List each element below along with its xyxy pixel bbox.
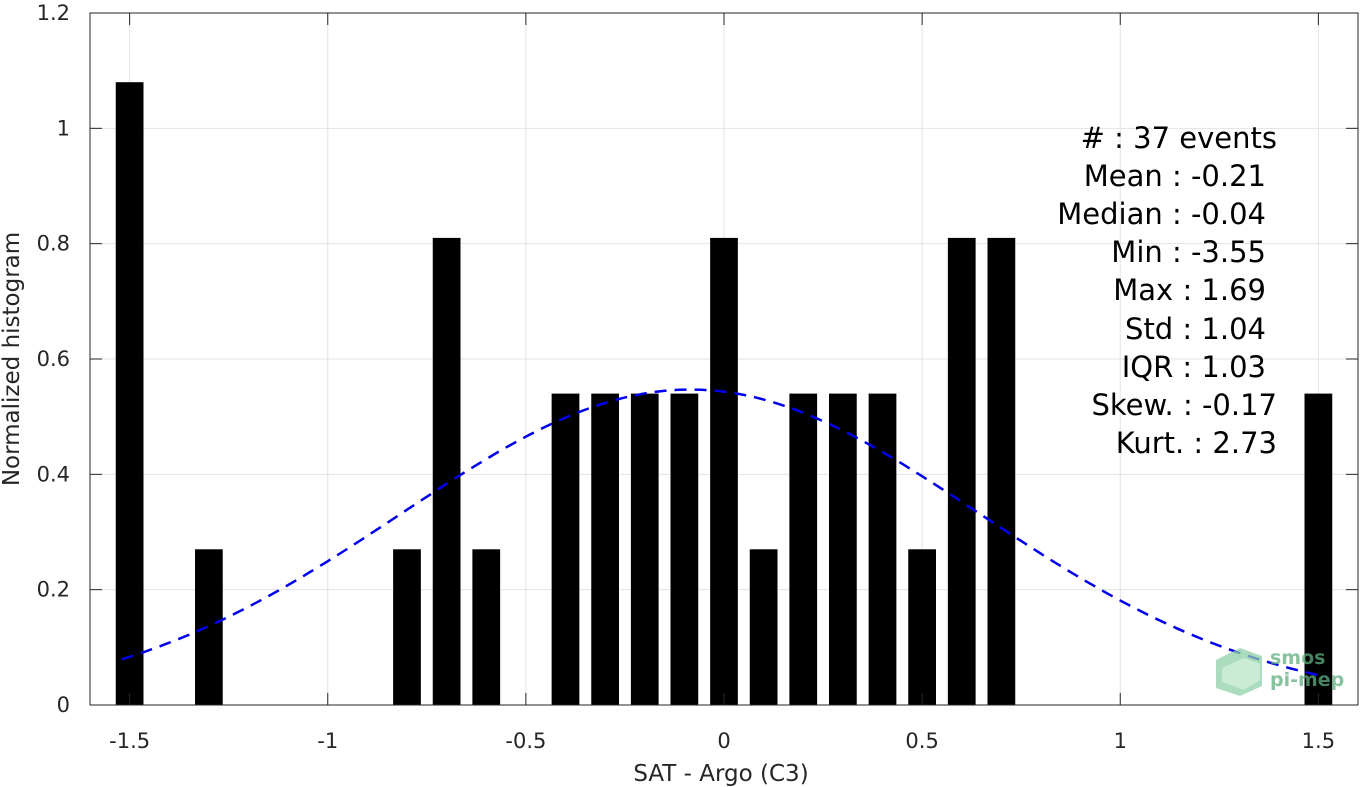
y-tick-labels: 0 0.2 0.4 0.6 0.8 1 1.2: [37, 1, 70, 717]
histogram-bar: [393, 549, 421, 705]
x-tick-label: 0: [717, 729, 730, 753]
stat-median: Median : -0.04: [1057, 197, 1266, 231]
histogram-bar: [551, 393, 580, 705]
x-tick-label: -1.5: [109, 729, 150, 753]
gaussian-fit-curve: [121, 388, 1327, 679]
x-tick-labels: -1.5 -1 -0.5 0 0.5 1 1.5: [109, 729, 1335, 753]
histogram-bar: [908, 549, 936, 705]
stat-mean: Mean : -0.21: [1084, 159, 1266, 193]
y-tick-label: 0.6: [37, 347, 70, 371]
histogram-bar: [472, 549, 501, 705]
histogram-bar: [829, 393, 857, 705]
y-tick-label: 0.8: [37, 232, 70, 256]
y-tick-label: 0.4: [37, 462, 70, 486]
y-axis-label: Normalized histogram: [0, 232, 25, 486]
histogram-bar: [1304, 393, 1333, 705]
histogram-bar: [749, 549, 778, 705]
logo-text-smos: smos: [1270, 647, 1325, 669]
stat-kurt: Kurt. : 2.73: [1116, 426, 1277, 460]
histogram-bar: [789, 393, 818, 705]
histogram-bar: [987, 237, 1016, 705]
logo-text-pimep: pi-mep: [1270, 669, 1344, 691]
histogram-bar: [195, 549, 223, 705]
histogram-bars: [115, 82, 1333, 705]
y-tick-label: 1: [57, 116, 70, 140]
y-tick-label: 0: [57, 693, 70, 717]
stat-std: Std : 1.04: [1125, 312, 1266, 346]
y-tick-label: 1.2: [37, 1, 70, 25]
x-tick-label: 0.5: [905, 729, 938, 753]
stats-annotation: # : 37 events Mean : -0.21 Median : -0.0…: [1057, 121, 1277, 460]
histogram-bar: [710, 237, 738, 705]
x-tick-label: -0.5: [505, 729, 546, 753]
histogram-bar: [432, 237, 461, 705]
x-tick-label: -1: [317, 729, 338, 753]
stat-skew: Skew. : -0.17: [1091, 388, 1277, 422]
stat-count: # : 37 events: [1081, 121, 1277, 155]
stat-max: Max : 1.69: [1113, 273, 1266, 307]
histogram-bar: [670, 393, 699, 705]
axis-ticks: [90, 12, 1358, 706]
y-tick-label: 0.2: [37, 578, 70, 602]
x-tick-label: 1.5: [1302, 729, 1335, 753]
histogram-bar: [591, 393, 619, 705]
smos-pimep-logo: smos pi-mep: [1216, 647, 1344, 696]
x-tick-label: 1: [1114, 729, 1127, 753]
histogram-bar: [630, 393, 659, 705]
logo-cube-highlight-icon: [1222, 658, 1260, 690]
stat-min: Min : -3.55: [1111, 235, 1266, 269]
stat-iqr: IQR : 1.03: [1122, 350, 1266, 384]
histogram-bar: [115, 82, 144, 705]
x-axis-label: SAT - Argo (C3): [633, 761, 808, 787]
histogram-bar: [868, 393, 897, 705]
histogram-bar: [947, 237, 976, 705]
